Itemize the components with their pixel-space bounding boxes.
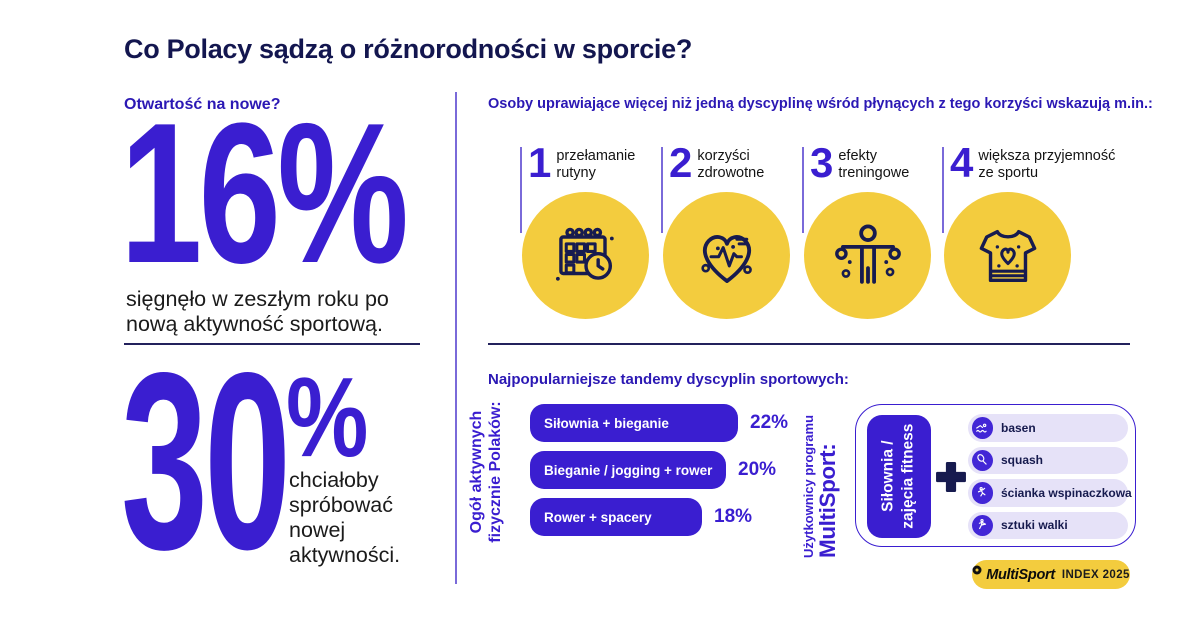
badge-suffix: INDEX 2025: [1061, 568, 1130, 581]
benefit-number: 3: [810, 139, 834, 186]
martial-arts-icon: [971, 514, 993, 536]
benefit-number: 4: [950, 139, 974, 186]
bar-row: Rower + spacery 18%: [530, 498, 752, 536]
left-section-header: Otwartość na nowe?: [124, 96, 281, 113]
bar-value: 18%: [714, 506, 753, 527]
bar-row: Bieganie / jogging + rower 20%: [530, 451, 776, 489]
stat-16-percent: 16%: [120, 82, 409, 305]
multisport-panel: Siłownia / zajęcia fitness basen: [855, 404, 1136, 547]
bar-label: Siłownia + bieganie: [544, 415, 669, 431]
left-divider: [124, 343, 420, 345]
benefit-divider-line: [520, 147, 522, 233]
addition-pills: basen squash ścianka wspinaczkowa: [968, 414, 1132, 539]
multisport-logo-icon: [972, 565, 982, 575]
bar-value: 20%: [738, 459, 777, 480]
benefit-label: przełamanie rutyny: [556, 148, 636, 181]
benefit-number: 2: [669, 139, 693, 186]
stat-30-percent-sign: %: [286, 354, 369, 480]
benefit-label: większa przyjemność ze sportu: [978, 148, 1116, 181]
bar-bieganie-rower: Bieganie / jogging + rower: [530, 451, 726, 489]
benefit-circle: [944, 192, 1071, 319]
plus-icon: [934, 460, 968, 494]
pill-label: ścianka wspinaczkowa: [1001, 485, 1132, 500]
benefit-divider-line: [661, 147, 663, 233]
pill-sztuki-walki: sztuki walki: [968, 511, 1128, 539]
benefit-circle: [522, 192, 649, 319]
multisport-users-label-small: Użytkownicy programu: [801, 414, 816, 558]
base-activity-label: Siłownia / zajęcia fitness: [879, 423, 918, 530]
bar-label: Bieganie / jogging + rower: [544, 462, 713, 478]
multisport-users-label: Użytkownicy programu MultiSport:: [801, 388, 840, 558]
benefit-item-3: 3 efekty treningowe: [802, 139, 943, 335]
swimmer-icon: [971, 417, 993, 439]
stat-16-caption: sięgnęło w zeszłym roku po nową aktywnoś…: [126, 287, 389, 337]
benefit-circle: [804, 192, 931, 319]
benefit-divider-line: [802, 147, 804, 233]
squash-racquet-icon: [971, 449, 993, 471]
bar-label: Rower + spacery: [544, 509, 652, 525]
tandems-axis-label: Ogół aktywnych fizycznie Polaków:: [468, 401, 504, 543]
brand-name: MultiSport: [986, 566, 1055, 583]
pill-scianka-wspinaczkowa: ścianka wspinaczkowa: [968, 479, 1132, 507]
pill-label: squash: [1001, 453, 1044, 468]
page-title: Co Polacy sądzą o różnorodności w sporci…: [124, 34, 693, 64]
tandems-header: Najpopularniejsze tandemy dyscyplin spor…: [488, 371, 849, 388]
benefit-item-2: 2 korzyści zdrowotne: [661, 139, 802, 335]
pill-squash: squash: [968, 446, 1128, 474]
bar-row: Siłownia + bieganie 22%: [530, 404, 788, 442]
bar-value: 22%: [750, 412, 789, 433]
stat-30-caption: chciałoby spróbować nowej aktywności.: [289, 468, 401, 567]
base-activity-box: Siłownia / zajęcia fitness: [867, 415, 931, 538]
benefit-item-4: 4 większa przyjemność ze sportu: [942, 139, 1117, 335]
heart-pulse-icon: [700, 234, 752, 283]
pill-label: basen: [1001, 420, 1036, 435]
stat-30-value: 30: [121, 321, 291, 602]
benefits-header: Osoby uprawiające więcej niż jedną dyscy…: [488, 96, 1153, 112]
tshirt-heart-icon: [979, 229, 1036, 282]
horizontal-divider: [488, 343, 1130, 345]
benefit-number: 1: [528, 139, 552, 186]
benefit-divider-line: [942, 147, 944, 233]
pill-label: sztuki walki: [1001, 518, 1068, 533]
benefit-label: korzyści zdrowotne: [697, 148, 765, 181]
calendar-clock-icon: [555, 227, 614, 281]
benefit-circle: [663, 192, 790, 319]
index-badge: MultiSport INDEX 2025: [972, 560, 1130, 589]
climbing-icon: [971, 482, 993, 504]
strength-training-icon: [834, 223, 901, 284]
vertical-divider: [455, 92, 457, 584]
bar-rower-spacery: Rower + spacery: [530, 498, 702, 536]
benefit-item-1: 1 przełamanie rutyny: [520, 139, 661, 335]
multisport-users-label-big: MultiSport:: [815, 443, 840, 558]
benefit-label: efekty treningowe: [838, 148, 910, 181]
pill-basen: basen: [968, 414, 1128, 442]
bar-silownia-bieganie: Siłownia + bieganie: [530, 404, 738, 442]
